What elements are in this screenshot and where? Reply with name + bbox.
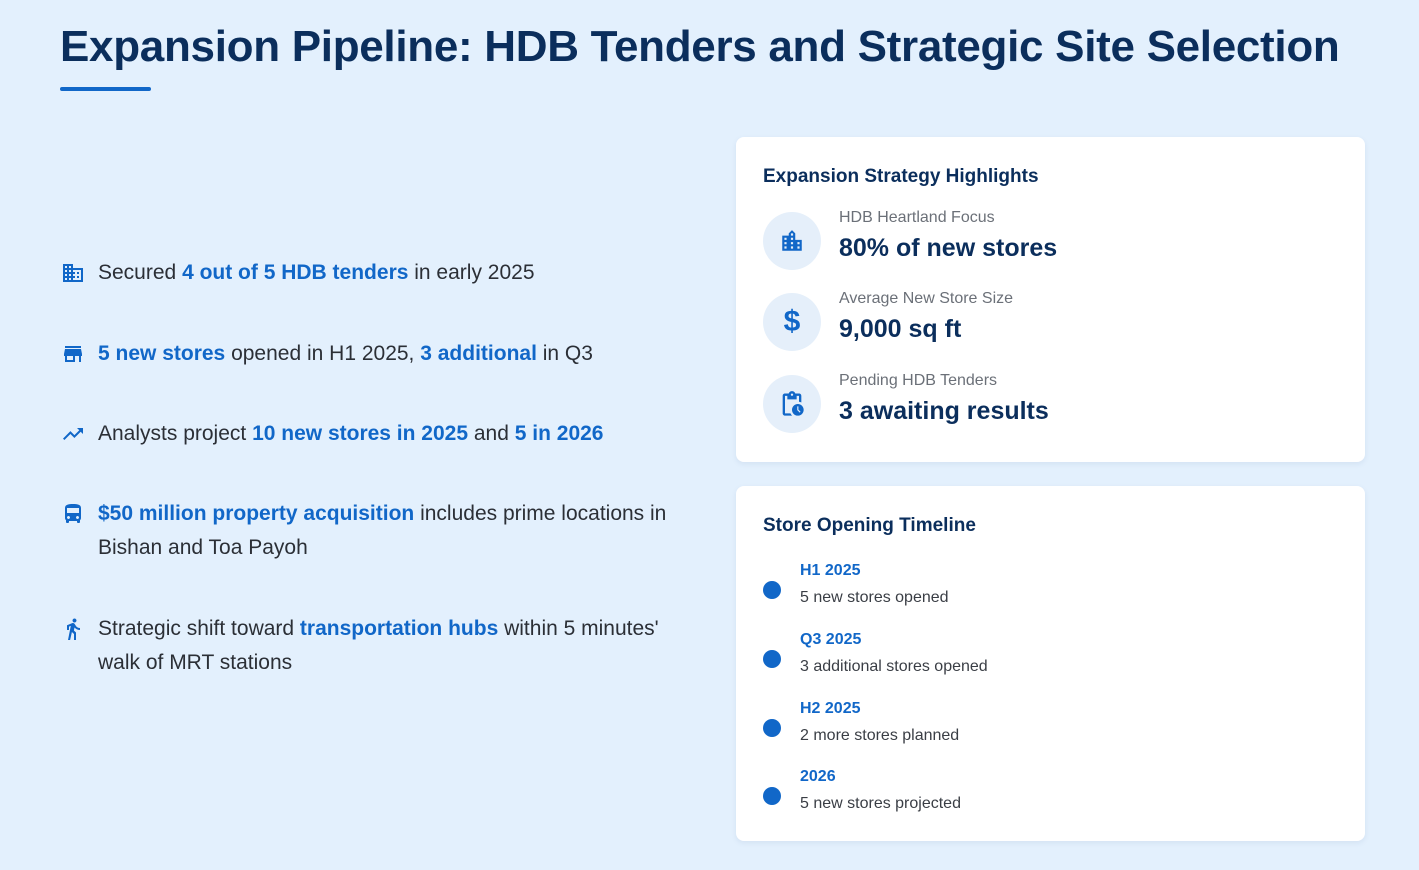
highlights-card: Expansion Strategy Highlights HDB Heartl… (736, 137, 1365, 462)
bullet-text: 5 new stores opened in H1 2025, 3 additi… (98, 342, 593, 365)
timeline-period: 2026 (800, 768, 836, 785)
bullet-text: Secured 4 out of 5 HDB tenders in early … (98, 261, 535, 284)
timeline-description: 5 new stores projected (800, 795, 961, 812)
timeline-period: H2 2025 (800, 700, 861, 717)
timeline-title: Store Opening Timeline (763, 515, 976, 536)
building-icon (763, 212, 821, 270)
timeline-card: Store Opening Timeline H1 2025 5 new sto… (736, 486, 1365, 841)
timeline-dot (763, 581, 781, 599)
timeline-description: 3 additional stores opened (800, 658, 988, 675)
highlight-item: Pending HDB Tenders 3 awaiting results (763, 372, 1343, 435)
bullet-text: Analysts project 10 new stores in 2025 a… (98, 422, 604, 445)
bullet-text: $50 million property acquisition include… (98, 502, 667, 559)
timeline-description: 2 more stores planned (800, 727, 960, 744)
timeline-description: 5 new stores opened (800, 589, 949, 606)
highlight-label: Average New Store Size (839, 290, 1014, 307)
timeline-period: H1 2025 (800, 562, 861, 579)
highlight-value: 9,000 sq ft (839, 315, 962, 343)
highlights-title: Expansion Strategy Highlights (763, 166, 1039, 187)
trending-up-icon (60, 421, 86, 447)
highlight-value: 80% of new stores (839, 234, 1058, 262)
timeline-dot (763, 787, 781, 805)
bullet-text: Strategic shift toward transportation hu… (98, 617, 659, 674)
highlight-label: Pending HDB Tenders (839, 372, 998, 389)
highlight-value: 3 awaiting results (839, 397, 1049, 425)
highlight-item: HDB Heartland Focus 80% of new stores (763, 209, 1343, 272)
timeline-dot (763, 650, 781, 668)
highlight-label: HDB Heartland Focus (839, 209, 995, 226)
dollar-icon: $ (763, 293, 821, 351)
walking-person-icon (60, 616, 86, 642)
timeline-item: H1 2025 5 new stores opened (763, 562, 1343, 614)
train-icon (60, 501, 86, 527)
building-icon (60, 260, 86, 286)
timeline-item: Q3 2025 3 additional stores opened (763, 631, 1343, 683)
timeline-item: H2 2025 2 more stores planned (763, 700, 1343, 752)
highlight-item: $ Average New Store Size 9,000 sq ft (763, 290, 1343, 353)
title-underline (60, 87, 151, 91)
timeline-dot (763, 719, 781, 737)
page-title: Expansion Pipeline: HDB Tenders and Stra… (60, 22, 1340, 71)
timeline-item: 2026 5 new stores projected (763, 768, 1343, 820)
pending-clipboard-icon (763, 375, 821, 433)
timeline-period: Q3 2025 (800, 631, 862, 648)
store-icon (60, 341, 86, 367)
